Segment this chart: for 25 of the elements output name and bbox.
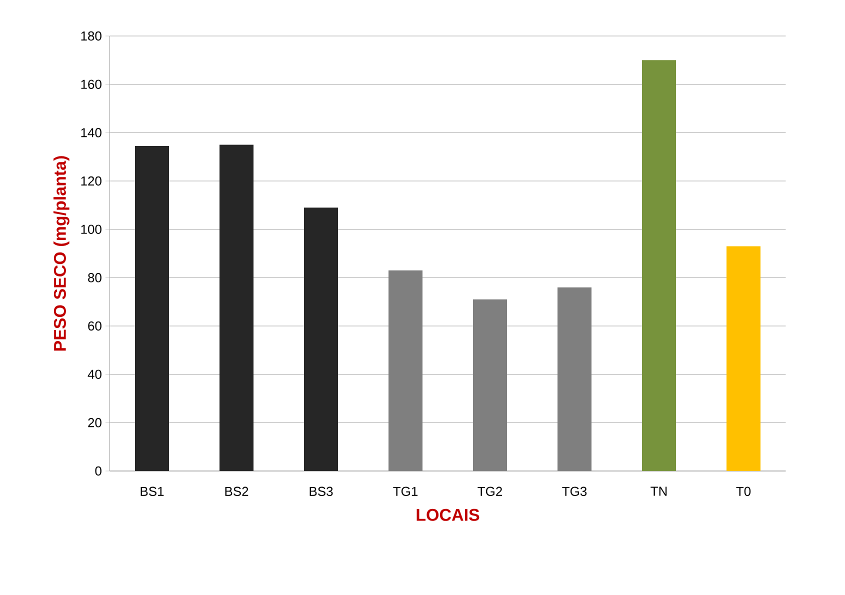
bar [642, 60, 676, 471]
x-tick-label: TN [650, 486, 667, 496]
x-tick-label: TG3 [562, 486, 587, 496]
y-tick-label: 180 [81, 31, 102, 41]
x-tick-label: BS3 [310, 486, 333, 496]
x-tick-label: TG2 [478, 486, 502, 496]
y-axis-title: PESO SECO (mg/planta) [53, 156, 70, 351]
x-tick-label: TG1 [393, 486, 418, 496]
x-axis-title: LOCAIS [416, 508, 480, 521]
y-tick-label: 0 [95, 466, 102, 476]
y-tick-label: 20 [88, 418, 102, 428]
y-tick-label: 120 [81, 176, 102, 186]
bar [220, 144, 254, 471]
x-tick-label: BS1 [140, 486, 164, 496]
bar [135, 146, 170, 471]
bar [304, 208, 338, 471]
y-tick-label: 40 [88, 370, 102, 379]
y-tick-label: 160 [81, 80, 102, 89]
y-tick-label: 60 [88, 321, 102, 331]
x-tick-label: BS2 [225, 486, 248, 496]
bar [726, 246, 760, 471]
y-tick-label: 140 [81, 128, 102, 138]
x-tick-label: T0 [736, 486, 751, 496]
y-tick-label: 80 [88, 273, 102, 282]
y-tick-label: 100 [81, 224, 102, 234]
